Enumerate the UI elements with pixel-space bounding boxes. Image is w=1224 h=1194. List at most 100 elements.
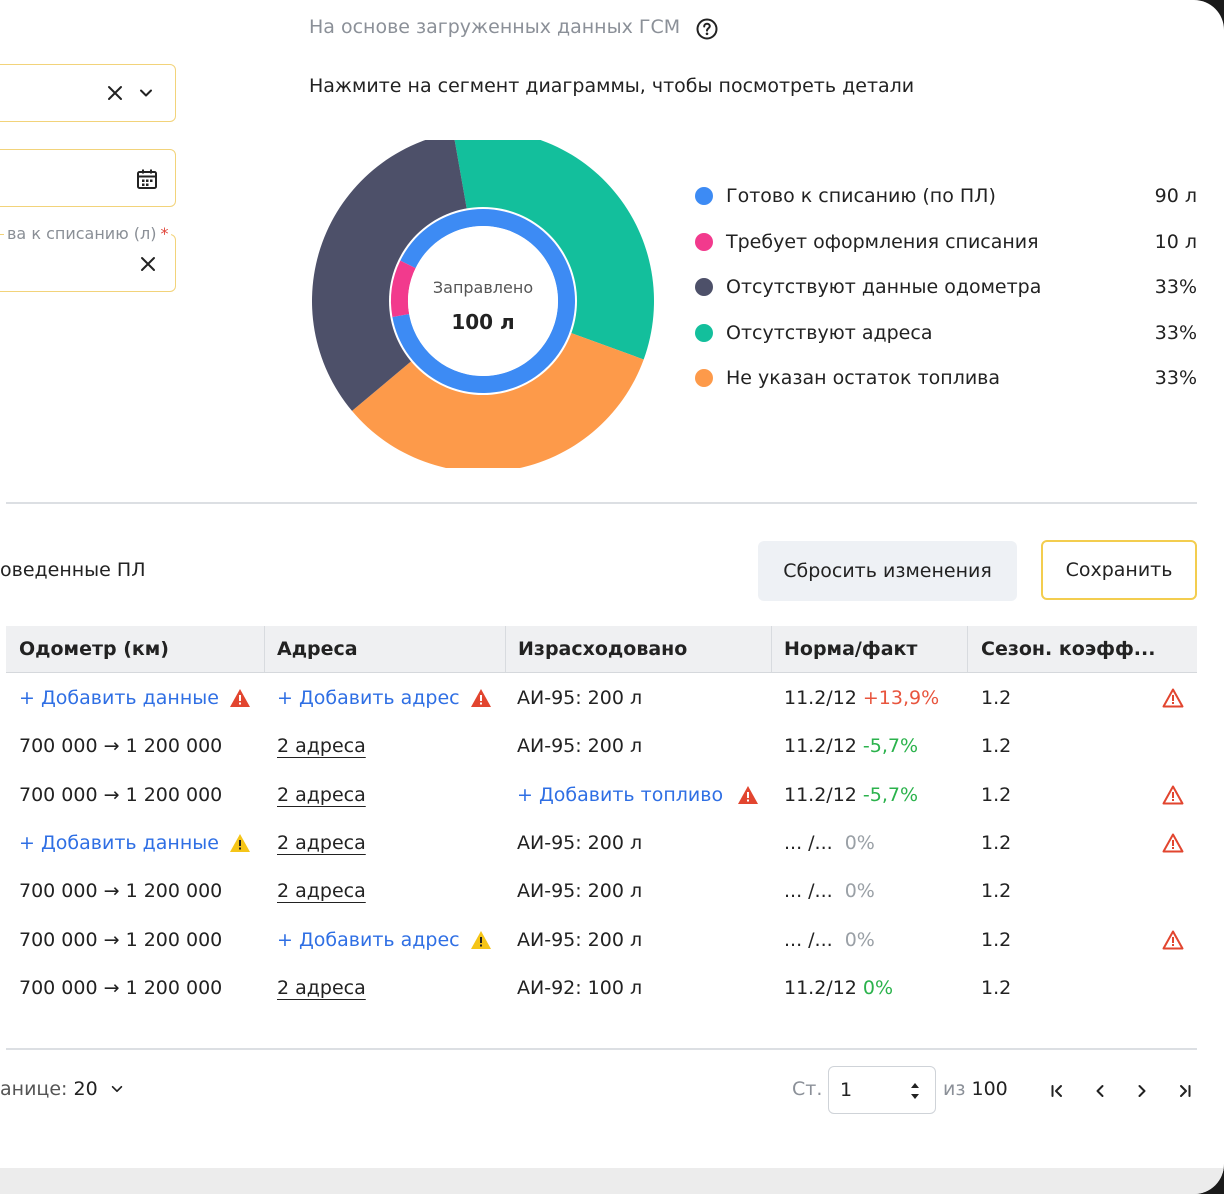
legend-item[interactable]: Требует оформления списания 10 л (695, 228, 1197, 256)
deviation-percent: -5,7% (862, 735, 919, 758)
warning-icon (470, 930, 492, 950)
outer-segment[interactable] (453, 140, 654, 360)
norm-fact-value: 11.2/12 (784, 735, 857, 758)
addresses-link[interactable]: 2 адреса (277, 783, 366, 806)
odometer-cell[interactable]: + Добавить данные (19, 683, 251, 713)
fuel-value: АИ-95: 200 л (517, 831, 643, 854)
row-warning-icon[interactable] (1162, 683, 1184, 713)
per-page-label: анице: (0, 1078, 68, 1100)
column-header-season-coef[interactable]: Сезон. коэфф... (981, 638, 1156, 660)
filter-select-field[interactable] (0, 64, 176, 122)
last-page-icon[interactable] (1173, 1078, 1197, 1104)
row-warning-icon[interactable] (1162, 828, 1184, 858)
fuel-cell: АИ-95: 200 л (517, 828, 642, 858)
address-cell[interactable]: 2 адреса (277, 828, 366, 858)
help-icon[interactable] (696, 18, 718, 40)
legend-color-dot (695, 323, 713, 342)
odometer-cell: 700 000 → 1 200 000 (19, 973, 222, 1003)
writeoff-field-label: ва к списанию (л) * (4, 224, 172, 243)
legend-item[interactable]: Отсутствуют данные одометра 33% (695, 273, 1197, 301)
legend-label: Готово к списанию (по ПЛ) (726, 185, 996, 207)
outer-segment[interactable] (352, 332, 644, 468)
inner-segment[interactable] (391, 260, 416, 317)
address-cell[interactable]: + Добавить адрес (277, 683, 492, 713)
fuel-cell: АИ-95: 200 л (517, 683, 642, 713)
norm-fact-value: 11.2/12 (784, 687, 857, 709)
chevron-down-icon[interactable] (136, 83, 156, 103)
clear-icon[interactable] (138, 254, 158, 274)
outer-segment[interactable] (312, 140, 467, 411)
save-button[interactable]: Сохранить (1041, 540, 1197, 600)
warning-icon (229, 833, 251, 853)
addresses-link[interactable]: 2 адреса (277, 976, 366, 999)
row-warning-icon[interactable] (1162, 925, 1184, 955)
season-coef-value: 1.2 (981, 783, 1012, 806)
calendar-icon[interactable] (136, 168, 158, 190)
season-coef-value: 1.2 (981, 928, 1012, 951)
address-cell[interactable]: 2 адреса (277, 973, 366, 1003)
section-title: оведенные ПЛ (0, 559, 146, 581)
filter-writeoff-field[interactable] (0, 234, 176, 292)
row-warning-icon[interactable] (1162, 780, 1184, 810)
column-header-odometer[interactable]: Одометр (км) (19, 638, 169, 660)
add-odometer-link[interactable]: + Добавить данные (19, 687, 219, 709)
odometer-value: 700 000 → 1 200 000 (19, 783, 223, 806)
column-separator (771, 626, 772, 672)
season-coef-value: 1.2 (981, 880, 1012, 903)
season-coef-value: 1.2 (981, 735, 1012, 758)
deviation-percent: +13,9% (862, 687, 940, 709)
column-separator (505, 626, 506, 672)
stepper-icon[interactable] (907, 1078, 923, 1104)
column-header-norm-fact[interactable]: Норма/факт (784, 638, 918, 660)
column-header-consumed[interactable]: Израсходовано (518, 638, 688, 660)
total-pages: 100 (971, 1078, 1008, 1100)
fuel-cell: АИ-95: 200 л (517, 925, 642, 955)
table-header: Одометр (км) Адреса Израсходовано Норма/… (6, 626, 1197, 673)
filter-date-field[interactable] (0, 149, 176, 207)
legend-item[interactable]: Не указан остаток топлива 33% (695, 364, 1197, 392)
season-coef-cell: 1.2 (981, 780, 1011, 810)
odometer-cell: 700 000 → 1 200 000 (19, 731, 222, 761)
address-cell[interactable]: 2 адреса (277, 780, 366, 810)
legend-value: 10 л (1154, 230, 1197, 253)
addresses-link[interactable]: 2 адреса (277, 880, 366, 903)
addresses-link[interactable]: 2 адреса (277, 831, 366, 854)
legend-item[interactable]: Отсутствуют адреса 33% (695, 319, 1197, 347)
required-mark: * (160, 224, 169, 243)
addresses-link[interactable]: 2 адреса (277, 735, 366, 758)
odometer-cell[interactable]: + Добавить данные (19, 828, 251, 858)
donut-center-label: Заправлено (432, 278, 534, 297)
next-page-icon[interactable] (1130, 1078, 1154, 1104)
add-address-link[interactable]: + Добавить адрес (277, 928, 460, 951)
deviation-percent: 0% (844, 831, 875, 854)
odometer-cell: 700 000 → 1 200 000 (19, 925, 222, 955)
prev-page-icon[interactable] (1088, 1078, 1112, 1104)
norm-fact-cell: 11.2/12 +13,9% (784, 683, 939, 713)
deviation-percent: 0% (862, 976, 894, 999)
legend-label: Требует оформления списания (726, 230, 1039, 253)
clear-icon[interactable] (105, 83, 125, 103)
horizontal-scrollbar[interactable] (0, 1168, 1224, 1194)
first-page-icon[interactable] (1045, 1078, 1069, 1104)
page-number-input[interactable]: 1 (828, 1066, 936, 1114)
add-fuel-link[interactable]: + Добавить топливо (517, 783, 724, 806)
legend-item[interactable]: Готово к списанию (по ПЛ) 90 л (695, 182, 1197, 210)
legend-color-dot (695, 232, 713, 251)
reset-changes-button[interactable]: Сбросить изменения (758, 541, 1017, 601)
address-cell[interactable]: 2 адреса (277, 731, 366, 761)
legend-color-dot (695, 278, 713, 296)
add-odometer-link[interactable]: + Добавить данные (19, 831, 219, 854)
column-header-addresses[interactable]: Адреса (277, 638, 358, 660)
add-address-link[interactable]: + Добавить адрес (277, 687, 460, 709)
norm-fact-value: ... /... (784, 831, 833, 854)
fuel-cell[interactable]: + Добавить топливо (517, 780, 759, 810)
column-separator (264, 626, 265, 672)
address-cell[interactable]: 2 адреса (277, 876, 366, 906)
address-cell[interactable]: + Добавить адрес (277, 925, 492, 955)
odometer-value: 700 000 → 1 200 000 (19, 735, 223, 758)
odometer-cell: 700 000 → 1 200 000 (19, 780, 222, 810)
per-page-selector[interactable]: анице: 20 (0, 1078, 124, 1101)
norm-fact-cell: ... /... 0% (784, 828, 875, 858)
fuel-donut-chart[interactable] (312, 140, 654, 468)
